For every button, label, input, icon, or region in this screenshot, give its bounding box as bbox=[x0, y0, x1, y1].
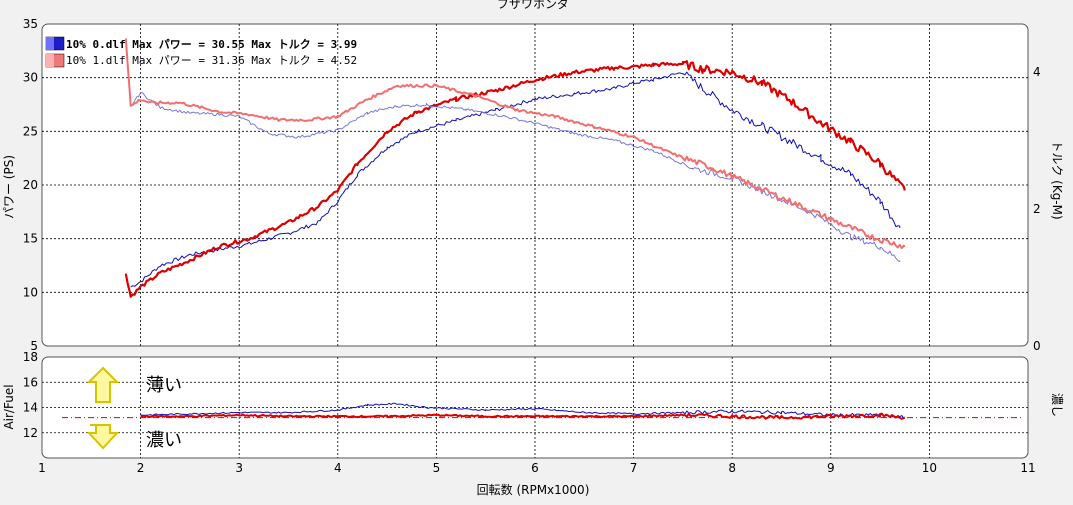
legend-entry-1: 10% 1.dlf Max パワー = 31.36 Max トルク = 4.52 bbox=[66, 54, 357, 67]
lean-annotation: 薄い bbox=[146, 375, 182, 396]
main-y2-tick-labels: 0 2 4 bbox=[1033, 65, 1041, 353]
series-line-0 bbox=[130, 71, 901, 288]
af-tick-label: 18 bbox=[23, 350, 38, 364]
y-tick-label: 10 bbox=[23, 285, 38, 299]
y2-tick-label: 4 bbox=[1033, 65, 1041, 79]
series-line-1 bbox=[124, 60, 906, 298]
af-y2-label: 濃し bbox=[1050, 393, 1064, 417]
y-tick-label: 20 bbox=[23, 178, 38, 192]
x-tick-label: 3 bbox=[235, 461, 243, 475]
af-axis-label: Air/Fuel bbox=[2, 384, 16, 429]
series-line-2 bbox=[130, 92, 901, 262]
x-tick-label: 10 bbox=[922, 461, 937, 475]
af-tick-label: 16 bbox=[23, 375, 38, 389]
arrow-up-icon bbox=[86, 366, 120, 403]
y-tick-label: 5 bbox=[30, 339, 38, 353]
legend-entry-0: 10% 0.dlf Max パワー = 30.55 Max トルク = 3.99 bbox=[66, 38, 357, 51]
y2-axis-label: トルク (Kg-M) bbox=[1050, 140, 1064, 219]
legend: 10% 0.dlf Max パワー = 30.55 Max トルク = 3.99… bbox=[45, 36, 357, 68]
main-y-tick-labels: 5 10 15 20 25 30 35 bbox=[23, 17, 38, 353]
af-series-group bbox=[140, 402, 906, 420]
x-tick-label: 11 bbox=[1020, 461, 1035, 475]
af-tick-label: 12 bbox=[23, 426, 38, 440]
y2-tick-label: 0 bbox=[1033, 339, 1041, 353]
x-tick-label: 4 bbox=[334, 461, 342, 475]
x-tick-label: 8 bbox=[728, 461, 736, 475]
x-tick-labels: 1 2 3 4 5 6 7 8 9 10 11 bbox=[38, 461, 1035, 475]
y-tick-label: 25 bbox=[23, 124, 38, 138]
rich-annotation: 濃い bbox=[146, 430, 182, 451]
af-tick-label: 14 bbox=[23, 401, 38, 415]
y-tick-label: 30 bbox=[23, 71, 38, 85]
y-axis-label: パワー (PS) bbox=[2, 155, 16, 219]
af-y-tick-labels: 12 14 16 18 bbox=[23, 350, 38, 440]
chart-title: ブザワホンダ bbox=[497, 0, 569, 11]
x-axis-label: 回転数 (RPMx1000) bbox=[477, 482, 590, 497]
arrow-down-icon bbox=[86, 424, 120, 450]
af-series-line-0 bbox=[140, 402, 906, 420]
y-tick-label: 35 bbox=[23, 17, 38, 31]
x-tick-label: 7 bbox=[630, 461, 638, 475]
x-tick-label: 2 bbox=[137, 461, 145, 475]
y-tick-label: 15 bbox=[23, 232, 38, 246]
af-series-line-1 bbox=[140, 412, 905, 420]
series-line-3 bbox=[124, 38, 906, 250]
af-gridlines bbox=[42, 357, 1028, 458]
x-tick-label: 6 bbox=[531, 461, 539, 475]
main-gridlines bbox=[42, 24, 1028, 346]
x-tick-label: 5 bbox=[433, 461, 441, 475]
main-series-group bbox=[124, 38, 906, 298]
y2-tick-label: 2 bbox=[1033, 202, 1041, 216]
x-tick-label: 9 bbox=[827, 461, 835, 475]
x-tick-label: 1 bbox=[38, 461, 46, 475]
